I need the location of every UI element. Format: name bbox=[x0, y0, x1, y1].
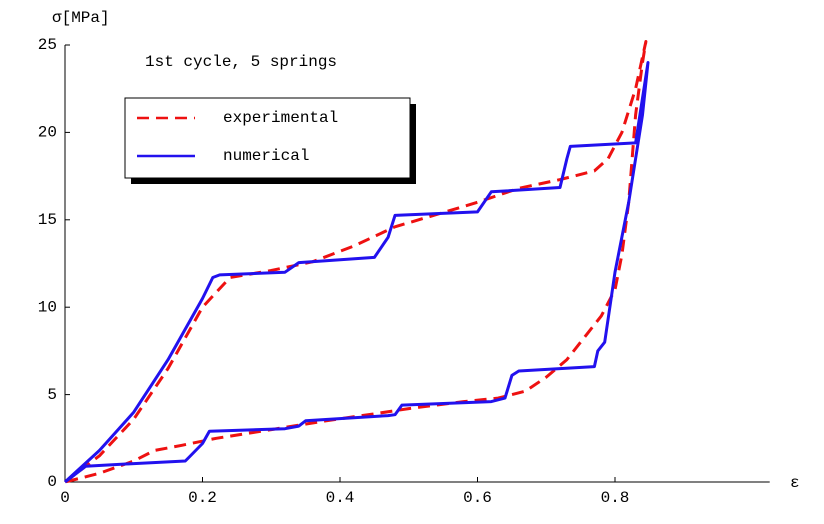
x-tick-label: 0.2 bbox=[188, 489, 217, 507]
y-tick-label: 0 bbox=[47, 473, 57, 491]
y-axis-label: σ[MPa] bbox=[52, 9, 110, 27]
y-tick-label: 25 bbox=[38, 36, 57, 54]
annotation: 1st cycle, 5 springs bbox=[145, 53, 337, 71]
legend-box bbox=[124, 97, 411, 179]
legend-label: experimental bbox=[223, 109, 338, 127]
x-tick-label: 0.4 bbox=[326, 489, 355, 507]
x-tick-label: 0.8 bbox=[601, 489, 630, 507]
series-line bbox=[63, 61, 650, 484]
x-tick-label: 0.6 bbox=[463, 489, 492, 507]
x-axis-label: ε bbox=[790, 474, 800, 492]
y-tick-label: 20 bbox=[38, 124, 57, 142]
series-line bbox=[64, 40, 648, 484]
legend-label: numerical bbox=[223, 147, 309, 165]
y-tick-label: 10 bbox=[38, 298, 57, 316]
y-tick-label: 15 bbox=[38, 211, 57, 229]
y-tick-label: 5 bbox=[47, 386, 57, 404]
x-tick-label: 0 bbox=[60, 489, 70, 507]
